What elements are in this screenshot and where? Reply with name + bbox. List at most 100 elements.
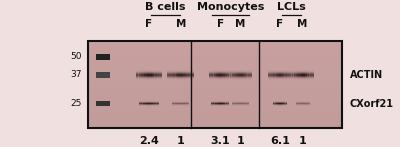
Bar xyxy=(236,100,238,107)
Text: 3.1: 3.1 xyxy=(210,136,230,146)
Bar xyxy=(88,85,342,89)
Text: F: F xyxy=(216,19,224,29)
Bar xyxy=(88,67,342,71)
Bar xyxy=(209,80,232,81)
Bar xyxy=(229,69,232,81)
Bar xyxy=(167,77,194,78)
Bar xyxy=(232,106,249,107)
Bar xyxy=(167,69,170,81)
Bar xyxy=(274,100,276,107)
Bar xyxy=(209,76,232,77)
Text: M: M xyxy=(176,19,186,29)
Text: 25: 25 xyxy=(71,99,82,108)
Bar xyxy=(160,69,163,81)
Bar xyxy=(291,77,314,78)
Bar xyxy=(291,69,294,81)
Text: 1: 1 xyxy=(177,136,184,146)
Text: 2.4: 2.4 xyxy=(139,136,159,146)
Bar xyxy=(88,46,342,50)
Bar xyxy=(247,100,249,107)
Bar xyxy=(232,100,234,107)
Bar xyxy=(307,69,310,81)
Bar xyxy=(88,119,342,123)
Bar xyxy=(296,103,310,104)
Bar xyxy=(187,100,189,107)
Bar xyxy=(172,103,189,104)
Bar xyxy=(284,69,287,81)
Bar xyxy=(151,100,154,107)
Bar xyxy=(209,73,232,74)
Bar xyxy=(242,100,244,107)
Bar xyxy=(307,100,309,107)
Bar xyxy=(153,100,156,107)
Bar xyxy=(211,100,229,101)
Text: 1: 1 xyxy=(299,136,306,146)
Bar xyxy=(291,72,314,73)
Bar xyxy=(296,101,310,102)
Bar xyxy=(268,69,271,81)
Bar xyxy=(229,69,232,81)
Text: M: M xyxy=(298,19,308,29)
Bar xyxy=(222,100,224,107)
Bar xyxy=(296,105,310,106)
Bar xyxy=(149,69,152,81)
Bar xyxy=(211,69,214,81)
Bar xyxy=(229,80,252,81)
Bar xyxy=(139,105,159,106)
Bar xyxy=(88,115,342,119)
Bar xyxy=(268,70,291,71)
Bar xyxy=(183,69,186,81)
Bar xyxy=(209,71,232,72)
Bar xyxy=(152,69,155,81)
Bar xyxy=(136,75,162,76)
Bar xyxy=(88,59,342,63)
Bar xyxy=(232,103,249,104)
Bar xyxy=(296,106,310,107)
Text: F: F xyxy=(276,19,283,29)
Bar xyxy=(88,93,342,98)
Bar xyxy=(172,105,189,106)
Bar xyxy=(282,69,285,81)
Bar xyxy=(139,106,159,107)
Bar xyxy=(139,100,159,101)
Bar xyxy=(216,100,219,107)
Bar xyxy=(211,104,229,105)
Bar xyxy=(268,76,291,77)
Bar xyxy=(138,69,141,81)
Bar xyxy=(275,69,278,81)
Bar xyxy=(211,103,229,104)
Text: 6.1: 6.1 xyxy=(270,136,290,146)
Bar xyxy=(176,100,178,107)
Bar xyxy=(296,100,310,101)
Bar xyxy=(234,100,236,107)
Bar xyxy=(268,77,291,78)
Bar xyxy=(96,54,110,60)
Bar xyxy=(88,54,342,59)
Bar xyxy=(167,70,194,71)
Bar xyxy=(303,100,304,107)
Bar xyxy=(136,77,162,78)
Bar xyxy=(268,73,291,74)
Bar xyxy=(143,100,145,107)
Bar xyxy=(172,100,174,107)
Bar xyxy=(273,100,274,107)
Bar xyxy=(157,69,160,81)
Bar xyxy=(280,100,282,107)
Bar xyxy=(296,103,310,104)
Bar xyxy=(291,80,314,81)
Bar xyxy=(234,69,236,81)
Bar xyxy=(141,69,144,81)
Bar xyxy=(218,100,220,107)
Bar xyxy=(268,75,291,76)
Bar xyxy=(211,103,229,104)
Bar xyxy=(268,74,291,75)
Bar xyxy=(268,79,291,80)
Bar xyxy=(149,100,151,107)
Bar xyxy=(278,100,280,107)
Bar xyxy=(232,101,249,102)
Bar xyxy=(229,72,252,73)
Bar xyxy=(268,71,291,72)
Bar xyxy=(172,101,189,102)
Bar xyxy=(273,100,287,101)
Bar xyxy=(136,69,162,70)
